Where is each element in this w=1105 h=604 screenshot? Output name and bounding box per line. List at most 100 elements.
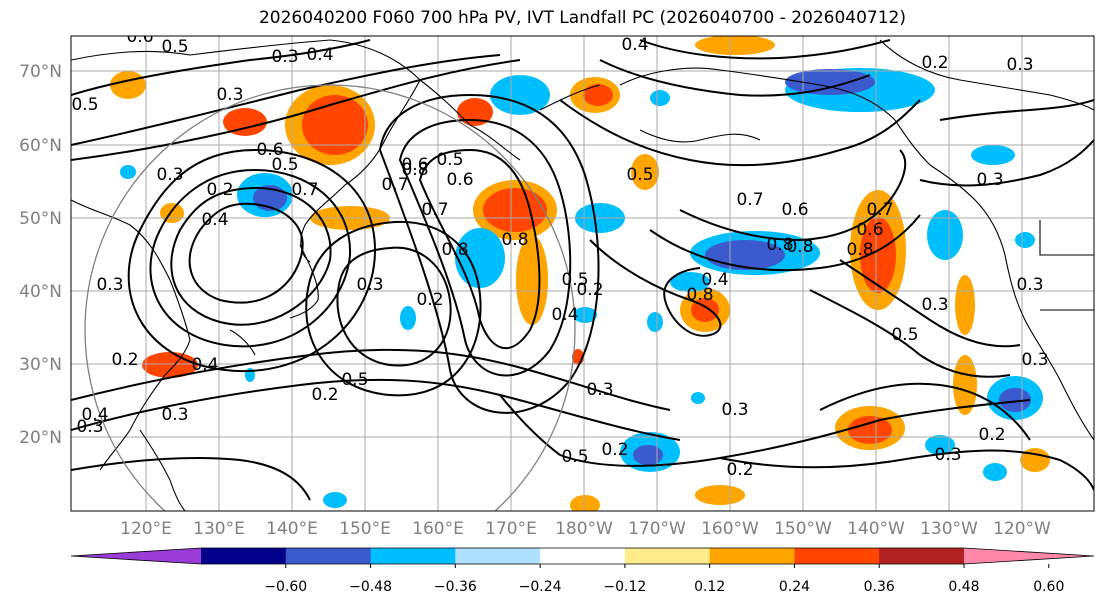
- longitude-label: 150°W: [774, 519, 832, 539]
- latitude-label: 50°N: [19, 209, 62, 229]
- negative-anomaly: [455, 228, 505, 288]
- latitude-label: 30°N: [19, 355, 62, 375]
- contour-label: 0.7: [381, 175, 408, 195]
- contour-label: 0.5: [626, 165, 653, 185]
- latitude-label: 70°N: [19, 62, 62, 82]
- contour-label: 0.3: [76, 417, 103, 437]
- longitude-label: 130°W: [920, 519, 978, 539]
- positive-anomaly: [570, 495, 600, 511]
- contour-label: 0.2: [601, 440, 628, 460]
- colorbar-segment: [624, 548, 711, 564]
- positive-anomaly: [631, 154, 659, 190]
- longitude-label: 160°W: [701, 519, 759, 539]
- contour-label: 0.4: [621, 35, 648, 55]
- negative-anomaly: [927, 210, 963, 260]
- negative-anomaly: [650, 90, 670, 106]
- negative-anomaly: [120, 165, 136, 179]
- contour-label: 0.5: [561, 447, 588, 467]
- contour-label: 0.5: [436, 150, 463, 170]
- negative-anomaly: [691, 392, 705, 404]
- colorbar-extend-high: [964, 548, 1094, 564]
- positive-anomaly: [848, 416, 892, 444]
- contour-label: 0.7: [866, 200, 893, 220]
- colorbar-tick-label: 0.60: [1033, 579, 1064, 595]
- longitude-label: 170°E: [485, 519, 537, 539]
- positive-anomaly: [955, 275, 975, 335]
- contour-label: 0.8: [846, 240, 873, 260]
- contour-label: 0.4: [81, 405, 108, 425]
- map-title: 2026040200 F060 700 hPa PV, IVT Landfall…: [258, 8, 906, 28]
- colorbar-tick-label: −0.60: [264, 579, 307, 595]
- positive-anomaly: [695, 36, 775, 55]
- contour-label: 0.6: [856, 220, 883, 240]
- contour-label: 0.5: [71, 95, 98, 115]
- colorbar-segment: [794, 548, 880, 564]
- contour-label: 0.3: [1021, 350, 1048, 370]
- negative-anomaly: [1015, 232, 1035, 248]
- contour-label: 0.8: [766, 235, 793, 255]
- contour-label: 0.3: [934, 445, 961, 465]
- colorbar-segment: [879, 548, 965, 564]
- contour-label: 0.6: [256, 140, 283, 160]
- contour-label: 0.6: [781, 200, 808, 220]
- negative-anomaly: [400, 306, 416, 330]
- colorbar-segment: [285, 548, 372, 564]
- colorbar-tick-label: −0.12: [603, 579, 646, 595]
- contour-label: 0.4: [201, 210, 228, 230]
- negative-anomaly: [925, 435, 955, 455]
- positive-anomaly: [953, 355, 977, 415]
- contour-label: 0.8: [441, 240, 468, 260]
- contour-label: 0.3: [156, 165, 183, 185]
- positive-anomaly: [110, 71, 146, 99]
- colorbar-tick-label: −0.24: [519, 579, 562, 595]
- longitude-label: 120°W: [993, 519, 1051, 539]
- contour-label: 0.4: [701, 270, 728, 290]
- colorbar-segment: [540, 548, 626, 564]
- longitude-label: 130°E: [193, 519, 245, 539]
- positive-anomaly: [583, 84, 613, 106]
- contour-label: 0.3: [161, 405, 188, 425]
- colorbar: −0.60 −0.48 −0.36 −0.24 −0.12 0.12 0.24 0.36 0.4…: [70, 547, 1095, 595]
- contour-label: 0.2: [921, 53, 948, 73]
- contour-label: 0.3: [976, 170, 1003, 190]
- contour-label: 0.2: [576, 280, 603, 300]
- latitude-label: 60°N: [19, 136, 62, 156]
- positive-anomaly: [223, 108, 267, 136]
- longitude-labels: 120°E 130°E 140°E 150°E 160°E 170°E 180°W 170°W…: [120, 519, 1051, 539]
- longitude-label: 140°W: [847, 519, 905, 539]
- graticule: [71, 36, 1094, 511]
- contour-label: 0.5: [891, 325, 918, 345]
- latitude-label: 20°N: [19, 428, 62, 448]
- positive-anomaly: [516, 235, 548, 325]
- latitude-label: 40°N: [19, 282, 62, 302]
- positive-anomaly: [483, 188, 547, 232]
- contour-label: 0.8: [686, 285, 713, 305]
- contour-label: 0.3: [721, 400, 748, 420]
- colorbar-segment: [709, 548, 795, 564]
- negative-anomaly: [490, 75, 550, 115]
- negative-anomaly: [785, 69, 875, 95]
- positive-anomaly: [695, 485, 745, 505]
- contour-label: 0.5: [561, 270, 588, 290]
- contour-label: 0.8: [786, 237, 813, 257]
- contour-label: 0.2: [726, 460, 753, 480]
- contour-label: 0.3: [216, 85, 243, 105]
- longitude-label: 140°E: [266, 519, 318, 539]
- contour-label: 0.3: [271, 47, 298, 67]
- positive-anomaly: [860, 217, 896, 293]
- colorbar-segment: [201, 548, 287, 564]
- map-frame: [70, 35, 1095, 512]
- contour-label: 0.5: [271, 155, 298, 175]
- colorbar-tick-label: −0.36: [434, 579, 477, 595]
- colorbar-tick-label: 0.24: [779, 579, 810, 595]
- colorbar-segment: [455, 548, 541, 564]
- contour-label: 0.3: [586, 380, 613, 400]
- colorbar-tick-label: −0.48: [349, 579, 392, 595]
- contour-label: 0.3: [356, 275, 383, 295]
- contour-label: 0.2: [978, 425, 1005, 445]
- longitude-label: 160°E: [412, 519, 464, 539]
- contour-label: 0.4: [306, 45, 333, 65]
- contour-label: 0.2: [311, 385, 338, 405]
- contour-label: 0.5: [341, 370, 368, 390]
